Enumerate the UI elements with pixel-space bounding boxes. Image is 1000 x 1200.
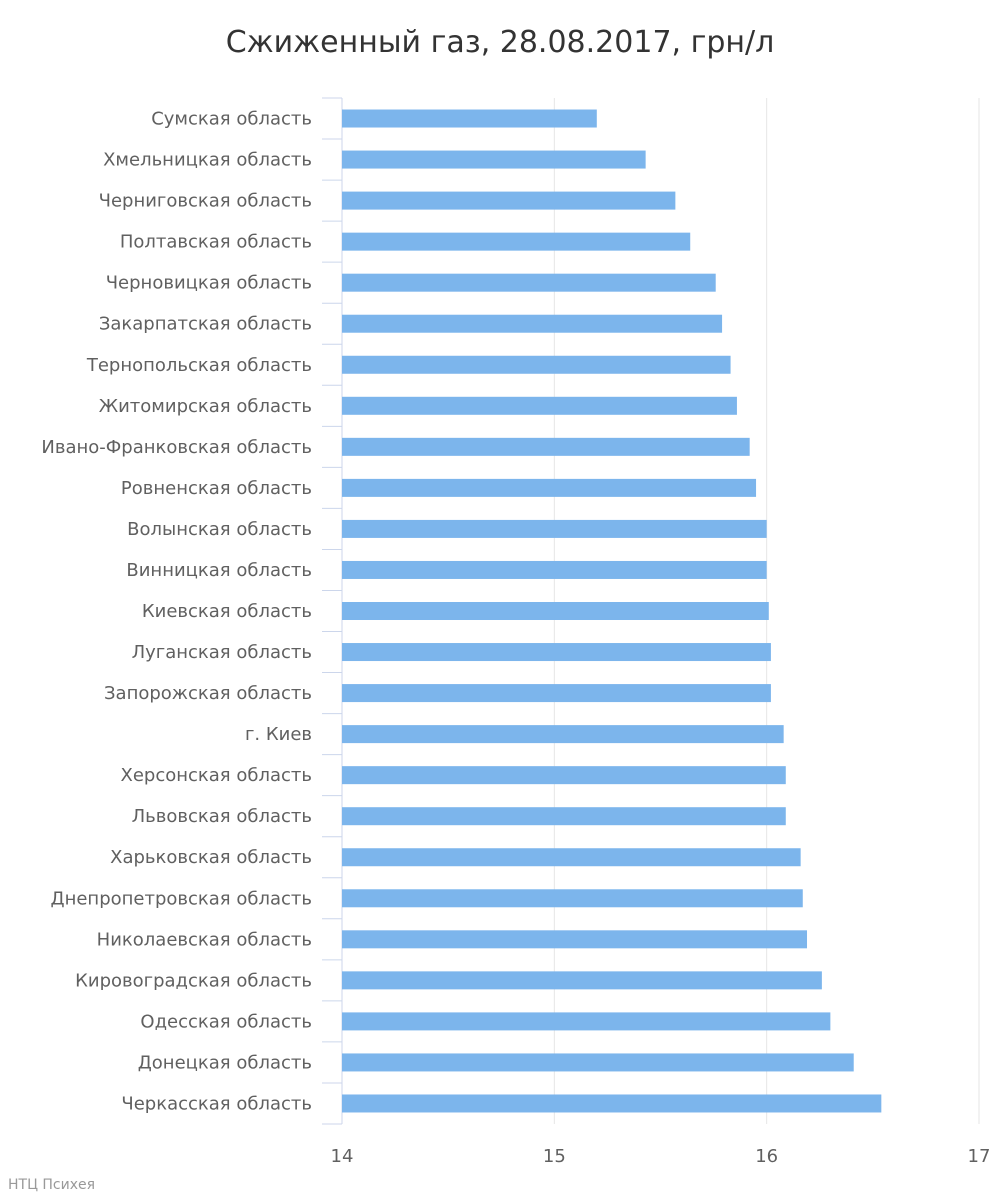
bar[interactable] (342, 396, 737, 415)
category-label: Тернопольская область (86, 355, 312, 376)
bar[interactable] (342, 1094, 882, 1113)
category-label: Житомирская область (99, 396, 312, 417)
bar[interactable] (342, 273, 716, 292)
category-label: Черкасская область (121, 1093, 312, 1114)
category-axis: Сумская область Хмельницкая область Черниг… (41, 97, 343, 1125)
category-label: Одесская область (140, 1011, 312, 1032)
bar[interactable] (342, 807, 786, 826)
category-label: Волынская область (127, 519, 312, 540)
bar[interactable] (342, 355, 731, 374)
x-tick-label: 15 (543, 1146, 566, 1167)
category-label: Харьковская область (110, 847, 312, 868)
x-tick-label: 17 (968, 1146, 991, 1167)
bar[interactable] (342, 191, 676, 210)
bar[interactable] (342, 766, 786, 785)
category-label: Черновицкая область (106, 273, 312, 294)
bar[interactable] (342, 1012, 831, 1031)
category-label: Черниговская область (99, 191, 312, 212)
value-axis: 14 15 16 17 (331, 1146, 991, 1167)
chart-title: Сжиженный газ, 28.08.2017, грн/л (226, 25, 775, 60)
bar[interactable] (342, 643, 771, 662)
x-tick-label: 14 (331, 1146, 354, 1167)
category-label: Херсонская область (121, 765, 313, 786)
category-label: Ровненская область (121, 478, 312, 499)
bar[interactable] (342, 930, 808, 949)
category-label: Киевская область (142, 601, 312, 622)
bar[interactable] (342, 232, 691, 251)
bar[interactable] (342, 437, 750, 456)
category-label: Закарпатская область (99, 314, 312, 335)
x-tick-label: 16 (755, 1146, 778, 1167)
bar[interactable] (342, 109, 597, 128)
category-label: Ивано-Франковская область (41, 437, 312, 458)
bar[interactable] (342, 602, 769, 620)
category-label: Винницкая область (126, 560, 312, 581)
bar[interactable] (342, 889, 803, 908)
bar[interactable] (342, 560, 767, 579)
category-label: г. Киев (245, 724, 312, 745)
bar[interactable] (342, 519, 767, 538)
bar[interactable] (342, 725, 784, 744)
bar[interactable] (342, 478, 757, 497)
bar[interactable] (342, 150, 646, 169)
category-label: Сумская область (151, 109, 312, 130)
credit[interactable]: НТЦ Психея (8, 1177, 95, 1193)
category-label: Запорожская область (104, 683, 312, 704)
category-label: Кировоградская область (75, 970, 312, 991)
category-label: Луганская область (132, 642, 312, 663)
category-label: Донецкая область (138, 1052, 312, 1073)
bar[interactable] (342, 971, 822, 990)
category-label: Полтавская область (120, 232, 312, 253)
bars (342, 109, 882, 1113)
category-label: Львовская область (132, 806, 312, 827)
category-label: Днепропетровская область (51, 888, 312, 909)
bar[interactable] (342, 1053, 854, 1072)
bar[interactable] (342, 314, 723, 333)
bar[interactable] (342, 848, 801, 867)
category-label: Хмельницкая область (103, 150, 312, 171)
bar[interactable] (342, 684, 771, 703)
category-label: Николаевская область (97, 929, 312, 950)
